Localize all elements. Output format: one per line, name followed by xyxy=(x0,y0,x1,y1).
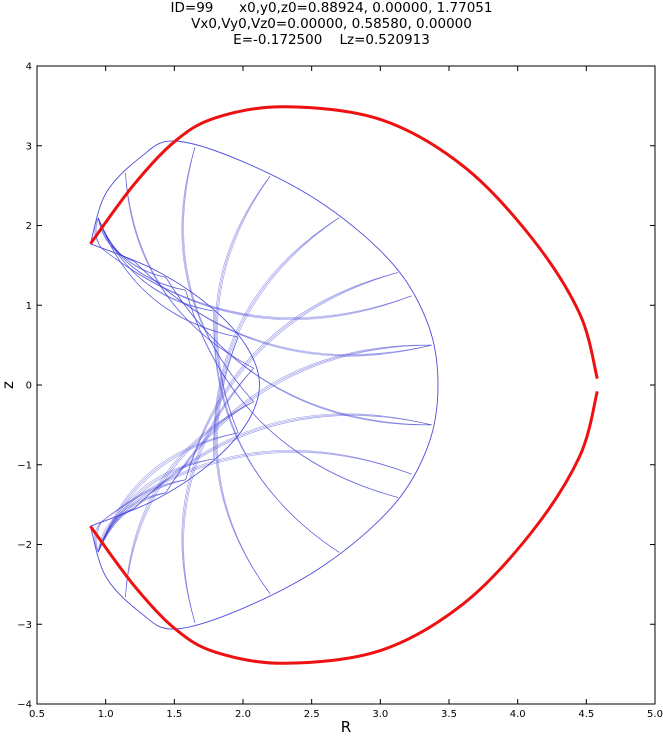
x-tick-label: 1.0 xyxy=(98,709,114,720)
y-tick-label: 3 xyxy=(26,141,32,152)
x-axis-label: R xyxy=(341,718,351,736)
orbit-strand xyxy=(98,458,215,553)
orbit-strand xyxy=(183,147,254,402)
y-tick-label: −3 xyxy=(17,620,32,631)
x-tick-label: 5.0 xyxy=(647,709,663,720)
orbit-strand xyxy=(98,217,166,278)
x-axis-ticks: 0.5 1.0 1.5 2.0 2.5 3.0 3.5 4.0 4.5 5.0 xyxy=(29,66,663,720)
title-line-energy: E=-0.172500 Lz=0.520913 xyxy=(233,32,430,48)
x-tick-label: 2.5 xyxy=(304,709,320,720)
y-tick-label: 2 xyxy=(26,221,32,232)
orbit-strand xyxy=(98,458,215,553)
orbit-strand xyxy=(134,413,432,509)
y-tick-label: −1 xyxy=(17,460,32,471)
orbit-strand xyxy=(101,449,412,523)
orbit-strand xyxy=(182,368,254,623)
orbit-strand xyxy=(185,272,399,480)
y-tick-label: 1 xyxy=(26,301,32,312)
orbit-strand xyxy=(213,217,340,459)
orbit-strand xyxy=(181,147,254,402)
orbit-strand xyxy=(185,290,399,498)
y-tick-label: 4 xyxy=(26,62,32,73)
orbit-strand xyxy=(125,172,254,369)
orbit-strand xyxy=(181,368,254,623)
orbit-inner-envelope xyxy=(90,243,260,527)
zero-velocity-curve-upper xyxy=(89,105,599,379)
orbit-strand xyxy=(98,217,166,278)
orbit-strand xyxy=(183,368,254,623)
orbit-strand xyxy=(217,337,271,595)
orbit-strand xyxy=(185,272,399,480)
x-tick-label: 1.5 xyxy=(166,709,182,720)
y-tick-label: −2 xyxy=(17,540,32,551)
zero-velocity-curve xyxy=(89,105,599,665)
x-tick-label: 3.0 xyxy=(372,709,388,720)
y-axis-label: z xyxy=(0,381,17,389)
x-tick-label: 3.5 xyxy=(441,709,457,720)
orbit-strand xyxy=(134,415,432,509)
title-line-ids: ID=99 x0,y0,z0=0.88924, 0.00000, 1.77051 xyxy=(170,0,493,16)
zero-velocity-curve-lower xyxy=(89,391,599,665)
orbit-outer-envelope xyxy=(89,140,439,630)
orbit-strand xyxy=(101,247,412,320)
y-axis-ticks: −4 −3 −2 −1 0 1 2 3 4 xyxy=(17,62,655,711)
orbit-strand xyxy=(98,508,135,553)
orbit-strand xyxy=(101,247,412,318)
y-tick-label: −4 xyxy=(17,700,32,711)
orbit-strand xyxy=(216,175,271,434)
orbit-strand xyxy=(213,217,340,459)
x-tick-label: 0.5 xyxy=(29,709,45,720)
orbit-strand xyxy=(101,452,412,523)
orbit-strand xyxy=(98,217,239,338)
orbit-strand xyxy=(165,344,432,493)
orbit-strand xyxy=(165,344,432,493)
orbit-strand xyxy=(98,217,166,278)
orbit-strand xyxy=(98,458,215,553)
orbit-strand xyxy=(134,261,432,357)
x-tick-label: 4.5 xyxy=(578,709,594,720)
x-tick-label: 4.0 xyxy=(510,709,526,720)
orbit-strand xyxy=(98,217,215,312)
x-tick-label: 2.0 xyxy=(235,709,251,720)
plot-frame xyxy=(36,65,656,705)
title-line-velocities: Vx0,Vy0,Vz0=0.00000, 0.58580, 0.00000 xyxy=(191,16,472,32)
orbit-strand xyxy=(165,344,432,493)
orbit-strand xyxy=(98,217,215,312)
orbit-strand xyxy=(165,277,432,426)
orbit-strand xyxy=(101,247,412,321)
orbit-strand xyxy=(217,175,271,434)
y-tick-label: 0 xyxy=(26,381,32,392)
orbit-strand xyxy=(98,217,215,312)
orbit-strand xyxy=(185,272,399,480)
orbit-strand xyxy=(213,217,340,459)
orbit-trajectory xyxy=(89,140,439,630)
orbit-strand xyxy=(98,508,135,553)
